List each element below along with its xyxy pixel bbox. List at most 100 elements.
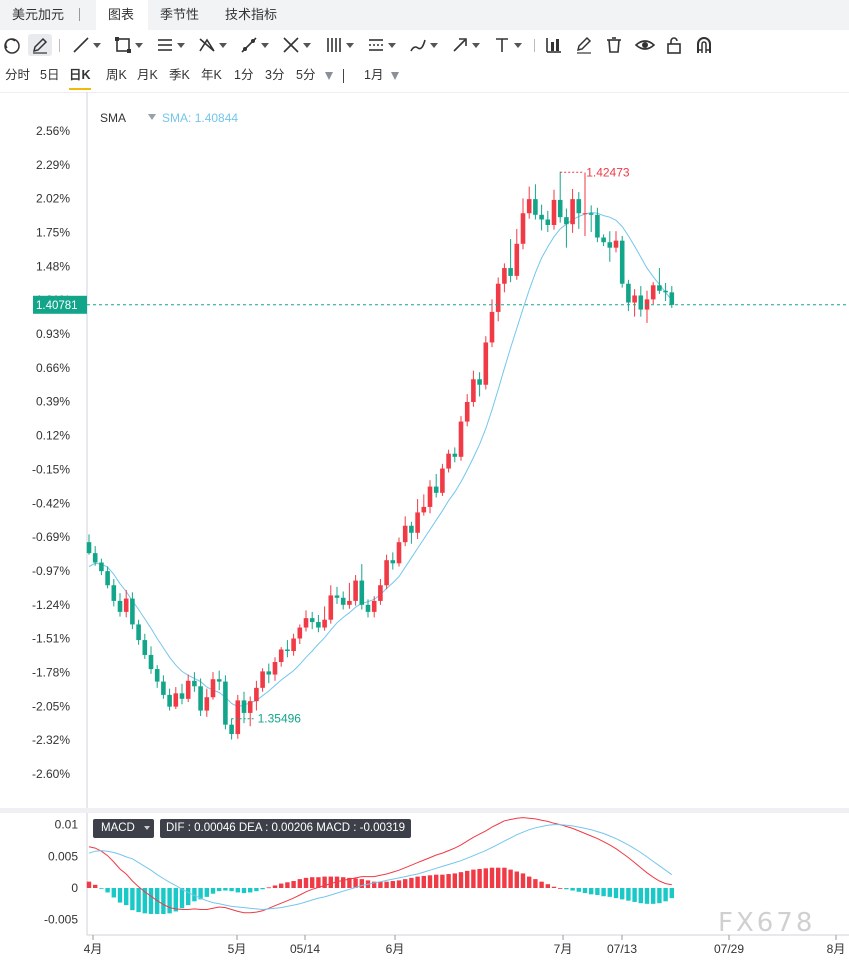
candle-body — [545, 219, 551, 225]
period-1min[interactable]: 1分 — [234, 68, 254, 82]
bar-style-icon[interactable] — [545, 34, 563, 56]
candle — [650, 282, 656, 305]
candle-body — [619, 240, 625, 284]
macd-bar — [638, 887, 643, 904]
candle-body — [247, 701, 253, 713]
candle — [179, 683, 185, 705]
sma-legend-chevron-icon[interactable] — [148, 114, 157, 120]
y-tick-label: -2.05% — [32, 699, 70, 713]
rectangle-icon[interactable] — [114, 34, 143, 56]
candle — [272, 657, 278, 681]
eye-icon[interactable] — [635, 34, 655, 56]
candle-body — [440, 468, 445, 493]
candle — [384, 554, 389, 590]
macd-indicator-button[interactable]: MACD — [93, 819, 154, 838]
macd-bar — [502, 867, 507, 888]
text-icon[interactable] — [493, 34, 522, 56]
candle-body — [458, 421, 464, 457]
candle-body — [471, 379, 476, 402]
period-yearly[interactable]: 年K — [201, 68, 222, 82]
candle-body — [99, 562, 104, 572]
tab-bar: 美元加元 图表 季节性 技术指标 — [0, 0, 849, 31]
brush-icon[interactable] — [409, 34, 438, 56]
eraser-pen-icon[interactable] — [575, 34, 593, 56]
macd-bar — [272, 885, 278, 888]
fib-icon[interactable] — [367, 34, 396, 56]
candle-body — [198, 686, 203, 711]
line-icon[interactable] — [72, 34, 101, 56]
parallel-lines-icon[interactable] — [156, 34, 185, 56]
candle — [638, 286, 644, 317]
price-chart[interactable]: 2.56%2.29%2.02%1.75%1.48%1.21%0.93%0.66%… — [0, 92, 849, 808]
tab-seasonality[interactable]: 季节性 — [160, 7, 200, 22]
pitchfork-icon[interactable] — [325, 34, 354, 56]
candle — [148, 646, 154, 674]
candle-body — [309, 618, 315, 623]
y-tick-label: 0.93% — [36, 327, 70, 341]
macd-bar — [657, 887, 662, 904]
macd-bar — [465, 870, 470, 888]
macd-chart[interactable]: 0.01 0.005 0 -0.005 4月 5月 05/14 6月 7月 07/13 07/29… — [0, 813, 849, 961]
period-daily[interactable]: 日K — [69, 60, 91, 90]
magnet-icon[interactable] — [2, 34, 22, 56]
period-3min[interactable]: 3分 — [265, 68, 285, 82]
candle — [557, 171, 563, 223]
period-quarterly[interactable]: 季K — [169, 68, 190, 82]
y-tick-label: 2.02% — [36, 192, 70, 206]
y-tick-label: -1.78% — [32, 665, 70, 679]
candle — [570, 188, 575, 233]
macd-y-tick-label: 0.005 — [48, 849, 78, 863]
macd-bar — [86, 881, 92, 888]
candle — [136, 619, 141, 645]
macd-bar — [582, 887, 588, 894]
measure-icon[interactable] — [240, 34, 269, 56]
candle — [210, 672, 216, 700]
pencil-icon[interactable] — [28, 34, 52, 56]
current-price-badge — [33, 295, 87, 314]
candle-body — [216, 679, 222, 682]
tab-chart[interactable]: 图表 — [96, 0, 148, 30]
candle — [601, 234, 606, 247]
candle — [595, 207, 600, 243]
candle-body — [105, 571, 110, 586]
macd-bar — [105, 887, 110, 893]
candle-body — [365, 604, 371, 612]
macd-bar — [613, 887, 619, 899]
magnet-horseshoe-icon[interactable] — [695, 34, 713, 56]
cross-lines-icon[interactable] — [282, 34, 311, 56]
macd-bar — [458, 872, 464, 888]
low-label: 1.35496 — [258, 712, 302, 726]
period-more-chevron-icon[interactable] — [325, 72, 333, 80]
tab-indicators[interactable]: 技术指标 — [225, 7, 278, 22]
period-5day[interactable]: 5日 — [40, 68, 60, 82]
macd-bar — [595, 887, 600, 895]
range-selector[interactable]: 1月 — [364, 68, 384, 82]
trash-icon[interactable] — [605, 34, 623, 56]
period-monthly[interactable]: 月K — [137, 68, 158, 82]
period-weekly[interactable]: 周K — [106, 68, 127, 82]
macd-bar — [285, 882, 290, 888]
tab-symbol[interactable]: 美元加元 — [12, 7, 65, 22]
pattern-icon[interactable] — [198, 34, 227, 56]
period-5min[interactable]: 5分 — [296, 68, 316, 82]
candle-body — [483, 342, 489, 385]
period-timeshare[interactable]: 分时 — [5, 68, 31, 82]
candle — [421, 494, 427, 516]
macd-bar — [489, 867, 495, 888]
arrow-icon[interactable] — [451, 34, 480, 56]
candle-body — [235, 700, 241, 735]
macd-bar — [136, 887, 141, 913]
candle — [241, 691, 247, 724]
pane-divider[interactable] — [0, 808, 849, 813]
range-chevron-icon[interactable] — [391, 72, 399, 80]
macd-bar — [266, 887, 271, 889]
lock-icon[interactable] — [665, 34, 683, 56]
candle — [626, 279, 631, 312]
macd-bar — [477, 868, 482, 888]
candle-body — [495, 283, 501, 312]
candle — [564, 208, 569, 248]
candle-body — [526, 199, 532, 214]
macd-y-axis: 0.01 0.005 0 -0.005 — [44, 818, 78, 927]
macd-bar — [669, 887, 674, 899]
macd-bar — [651, 887, 656, 904]
